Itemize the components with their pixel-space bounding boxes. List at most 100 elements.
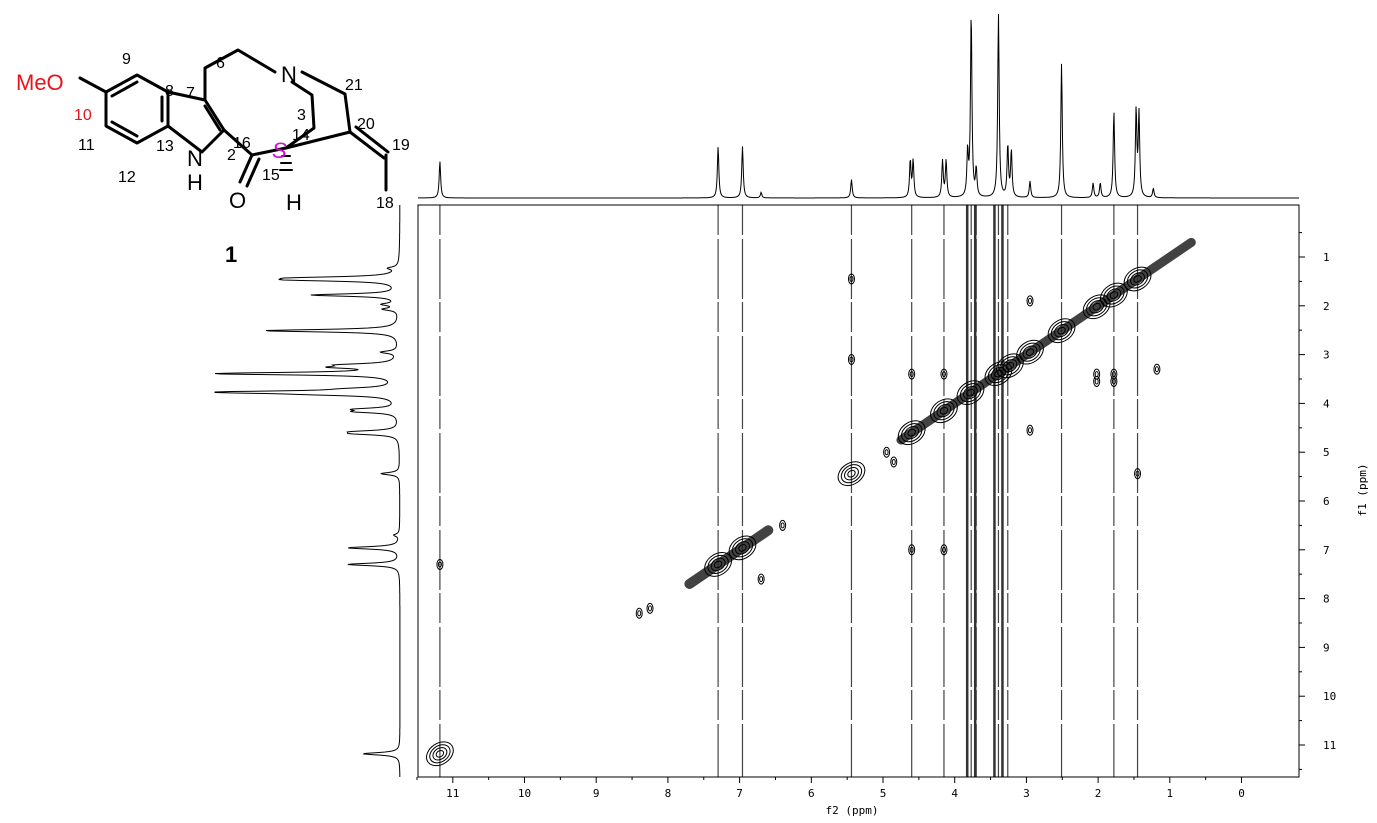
diagonal-peak-contour [999,356,1021,376]
atom-label-14: 14 [292,127,310,144]
atom-label-nh-n: N [187,146,203,171]
cross-peak-inner [637,610,642,617]
atom-label-6: 6 [216,55,225,72]
f2-projection-trace [418,13,1299,199]
cross-peak-inner [1111,378,1116,385]
cross-peak [883,446,891,458]
atom-label-7: 7 [186,85,195,102]
n-c3-c14-c15-bonds [284,80,316,150]
cross-peak [940,368,948,380]
diagonal-peak-contour [936,404,952,418]
diagonal-peak-contour [1133,275,1142,283]
cross-peak-inner [1027,297,1032,304]
cross-peak-inner [849,275,854,282]
y-tick-label: 8 [1323,593,1330,606]
diagonal-peak-contour [728,535,757,561]
x-tick-label: 4 [951,787,958,800]
diagonal-peak-contour [966,388,975,397]
x-tick-label: 10 [518,787,531,800]
diagonal-peak-contour [1086,297,1108,317]
diagonal-peak-contour [1016,339,1044,365]
cross-peak [635,607,643,619]
cross-peak-inner [941,546,946,553]
diagonal-peak-contour [901,423,923,443]
diagonal-peak-contour [429,744,451,764]
x-tick-label: 1 [1166,787,1173,800]
atom-label-3: 3 [297,107,306,124]
diagonal-peak-contour [844,466,859,481]
atom-label-10: 10 [74,107,92,124]
molecule-labels: MeO 10 9 8 11 12 13 N H 7 6 N 2 16 O S 1… [16,51,410,267]
diagonal-peak-contour [930,398,958,424]
y-tick-label: 4 [1323,397,1330,410]
x-axis: 11 10 9 8 7 6 5 4 3 2 1 0 [416,777,1245,800]
x-tick-label: 6 [808,787,815,800]
diagonal-peak-contour [735,541,750,555]
diagonal-peak-contour [987,364,1010,384]
diagonal-peak-contour [956,380,985,406]
diagonal-peak-contour [1103,285,1125,305]
cross-peak-inner [941,371,946,378]
x-tick-label: 11 [446,787,459,800]
cross-peak-inner [437,561,442,568]
x-tick-label: 9 [593,787,600,800]
diagonal-peak-contour [1019,342,1041,362]
cross-peak-inner [891,458,896,465]
cross-peak [908,544,916,556]
diagonal-peak-contour [426,741,454,767]
diagonal-ridge-aliphatic [896,237,1196,445]
diagonal-peak-contour [1057,326,1066,335]
atom-label-o: O [229,188,246,213]
diagonal-peak-contour [840,464,863,484]
diagonal-peak-contour [959,383,982,403]
cross-peak-inner [884,449,889,456]
hashed-bond [279,155,293,171]
diagonal-peak-contour [738,544,747,552]
f1-projection-spectrum [214,205,401,777]
diagonal-peak-contour [847,469,856,478]
atom-label-h: H [286,190,302,215]
diagonal-peak-contour [707,554,729,574]
y-tick-label: 2 [1323,300,1330,313]
x-tick-label: 3 [1023,787,1030,800]
diagonal-peak-contour [996,353,1024,379]
cross-peak-inner [909,371,914,378]
y-tick-label: 10 [1323,690,1336,703]
cross-peak [1026,424,1034,436]
pyrrole-double-bond [203,104,222,132]
x-tick-label: 8 [665,787,672,800]
diagonal-peak-contour [837,461,866,487]
diagonal-peak-contour [1092,302,1101,311]
diagonal-peak-contour [713,560,723,569]
diagonal-peak-contour [1002,359,1018,373]
cross-peak [436,558,444,570]
stereo-label: S [272,138,287,163]
x-tick-label: 0 [1238,787,1245,800]
cross-peak [1110,375,1118,387]
c20-c19-double-a [348,130,386,160]
cross-peak-inner [849,356,854,363]
diagonal-peak-contour [1005,361,1015,370]
cross-peak [779,519,787,531]
cross-peak-inner [1135,470,1140,477]
c20-c19-double-b [354,125,390,154]
y-tick-label: 9 [1323,641,1330,654]
atom-label-12: 12 [118,169,136,186]
diagonal-peak-contour [1082,294,1111,320]
diagonal-peak-contour [435,749,445,758]
benzene-double-bond-b [110,120,139,138]
cross-peak [908,368,916,380]
y-tick-label: 5 [1323,446,1330,459]
cross-peak [1153,363,1161,375]
diagonal-peak-contour [907,428,916,437]
y-tick-label: 7 [1323,544,1330,557]
compound-number: 1 [225,242,237,267]
meo-bond [78,76,108,94]
diagonal-peak-contour [1123,266,1152,292]
atom-label-13: 13 [156,138,174,155]
diagonal-peak-contour [1022,345,1038,359]
cross-peak [890,456,898,468]
x-tick-label: 5 [880,787,887,800]
diagonal-peak-contour [1106,288,1122,302]
